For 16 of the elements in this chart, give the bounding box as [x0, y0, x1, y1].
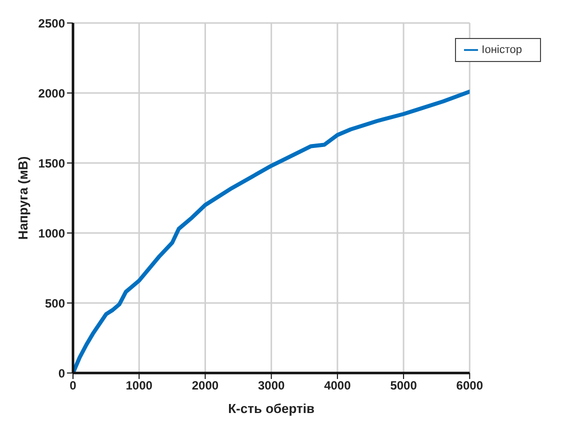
y-tick-label: 500: [44, 296, 66, 310]
x-tick-label: 4000: [324, 378, 352, 393]
y-tick-label: 2500: [38, 16, 66, 30]
x-axis-title: К-сть обертів: [228, 401, 315, 416]
legend-label: Іоністор: [482, 44, 522, 56]
y-axis-title: Напруга (мВ): [16, 156, 31, 240]
x-tick-label: 3000: [258, 378, 285, 393]
y-tick-label: 0: [58, 366, 66, 380]
x-tick-label: 6000: [456, 378, 484, 393]
x-tick-label: 1000: [126, 378, 153, 393]
y-tick-label: 1000: [38, 226, 66, 240]
x-tick-label: 2000: [192, 378, 219, 393]
y-tick-label: 1500: [38, 156, 66, 170]
x-tick-label: 0: [70, 378, 77, 393]
y-tick-label: 2000: [38, 86, 66, 100]
x-tick-label: 5000: [390, 378, 418, 393]
